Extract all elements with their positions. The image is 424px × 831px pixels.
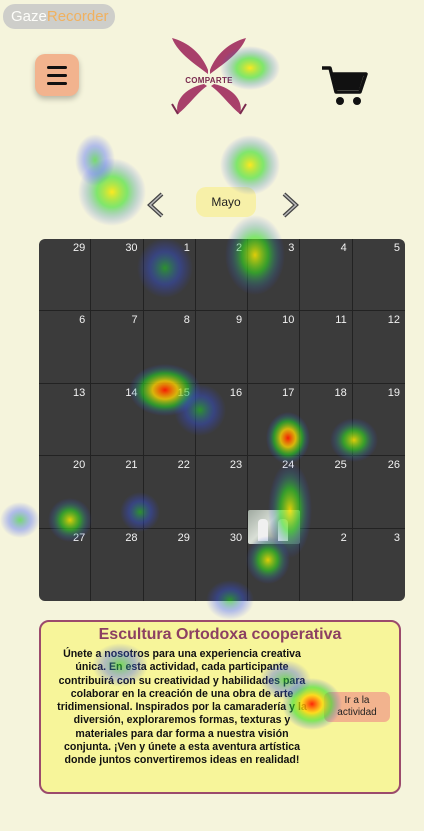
calendar-day-number: 28 [125, 531, 138, 544]
calendar-day-number: 30 [125, 242, 138, 254]
calendar-day-number: 5 [393, 242, 400, 254]
calendar-day[interactable]: 9 [195, 311, 249, 384]
calendar-day-number: 3 [393, 531, 400, 544]
calendar-day[interactable]: 1 [143, 239, 196, 312]
calendar-day[interactable]: 3 [353, 529, 405, 601]
shopping-cart-icon [322, 66, 368, 105]
prev-month-button[interactable] [144, 192, 168, 218]
calendar-day-number: 17 [282, 386, 295, 399]
next-month-button[interactable] [278, 192, 302, 218]
calendar-day[interactable]: 19 [352, 384, 405, 457]
calendar-day-number: 26 [387, 459, 400, 472]
calendar-day[interactable]: 23 [195, 456, 249, 529]
chevron-right-icon [282, 192, 299, 218]
calendar-day-number: 16 [229, 386, 243, 399]
logo: COMPARTE [168, 36, 250, 116]
calendar-day-number: 21 [125, 459, 138, 472]
calendar-day[interactable]: 28 [91, 528, 144, 601]
calendar-day-number: 24 [282, 459, 295, 472]
calendar-day[interactable]: 21 [91, 456, 144, 529]
calendar-day-number: 22 [177, 459, 190, 472]
calendar-day-number: 9 [236, 314, 243, 327]
calendar-day[interactable]: 13 [39, 383, 92, 457]
recorder-label-gaze: Gaze [11, 8, 47, 25]
calendar-day[interactable]: 27 [39, 528, 92, 601]
activity-card: Escultura Ortodoxa cooperativa Únete a n… [39, 620, 401, 794]
calendar-day[interactable]: 10 [248, 311, 301, 384]
calendar-day-number: 25 [334, 459, 347, 472]
calendar-day-number: 6 [79, 314, 86, 327]
calendar-day-number: 30 [229, 531, 243, 544]
gaze-recorder-badge: GazeRecorder [3, 4, 115, 29]
calendar-day-number: 29 [73, 242, 86, 254]
calendar-day-number: 29 [177, 531, 190, 544]
calendar-day[interactable]: 29 [39, 239, 92, 312]
calendar-day[interactable]: 12 [352, 311, 405, 384]
chevron-left-icon [147, 192, 164, 218]
calendar-day-number: 13 [73, 386, 86, 399]
calendar-day[interactable]: 22 [143, 456, 196, 529]
calendar-day[interactable]: 30 [91, 239, 144, 312]
current-month-label: Mayo [196, 187, 256, 217]
calendar-day[interactable]: 25 [300, 456, 353, 529]
menu-button[interactable] [35, 54, 79, 96]
calendar-day[interactable]: 30 [196, 528, 249, 601]
calendar-day[interactable]: 11 [300, 311, 353, 384]
event-thumbnail[interactable] [248, 510, 300, 544]
logo-text: COMPARTE [185, 76, 233, 85]
calendar-day-number: 14 [125, 386, 138, 399]
calendar-day-number: 23 [229, 459, 243, 472]
calendar-day-number: 2 [340, 531, 347, 544]
calendar-day-number: 12 [387, 314, 400, 327]
calendar-day[interactable]: 29 [144, 528, 196, 601]
calendar-day-number: 11 [335, 314, 347, 327]
calendar-day[interactable]: 20 [39, 456, 92, 529]
calendar-day[interactable]: 2 [300, 528, 353, 601]
calendar-day-number: 27 [73, 531, 86, 544]
calendar-day[interactable]: 2 [195, 239, 249, 312]
calendar-day-number: 1 [183, 242, 190, 254]
recorder-label-recorder: Recorder [46, 8, 109, 25]
calendar-day[interactable]: 26 [352, 456, 405, 529]
hamburger-icon [47, 65, 67, 69]
go-to-activity-button[interactable]: Ir a la actividad [324, 692, 390, 722]
activity-title: Escultura Ortodoxa cooperativa [98, 626, 342, 643]
month-navigation: Mayo [140, 186, 310, 222]
calendar-day-number: 4 [340, 242, 347, 254]
calendar-day[interactable]: 4 [300, 239, 353, 312]
activity-description: Únete a nosotros para una experiencia cr… [57, 648, 307, 767]
calendar-day[interactable]: 6 [39, 311, 92, 384]
calendar-grid: 29 30 1 2 3 4 5 6 7 8 9 10 11 12 13 14 15 16 17 18 19 20 21 22 2… [39, 239, 405, 601]
calendar-day[interactable]: 15 [143, 383, 196, 457]
calendar-day[interactable]: 18 [300, 383, 353, 457]
calendar-day[interactable]: 16 [195, 383, 249, 457]
calendar-day[interactable]: 3 [248, 239, 301, 312]
calendar-day-number: 19 [387, 386, 400, 399]
calendar-day-number: 20 [73, 459, 86, 472]
calendar-day-number: 2 [236, 242, 243, 254]
calendar-day-number: 3 [288, 242, 295, 254]
calendar-day[interactable]: 7 [91, 311, 144, 384]
calendar-day[interactable]: 14 [91, 383, 144, 457]
calendar-day[interactable]: 17 [248, 383, 301, 457]
calendar-day-number: 18 [334, 386, 347, 399]
calendar-day[interactable]: 5 [352, 239, 405, 312]
calendar-day-number: 10 [282, 314, 295, 327]
calendar-day[interactable]: 8 [143, 311, 196, 384]
calendar-day-number: 15 [177, 386, 190, 399]
calendar-day-number: 8 [183, 314, 190, 327]
cart-button[interactable] [320, 64, 368, 108]
calendar-day-number: 7 [131, 314, 138, 327]
